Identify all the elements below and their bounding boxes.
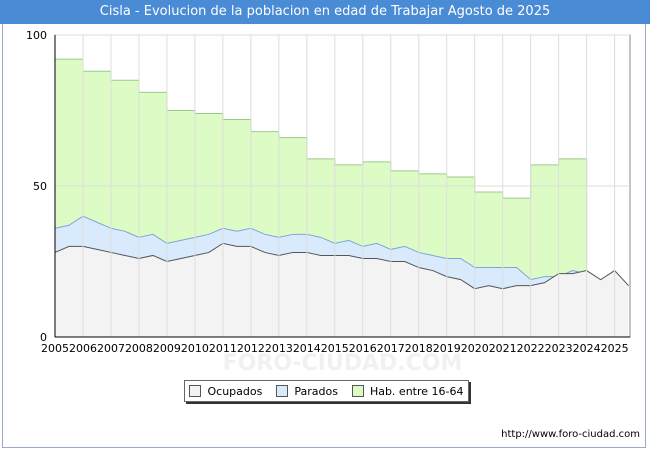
x-tick-label: 2022: [517, 342, 545, 355]
source-url: http://www.foro-ciudad.com: [501, 429, 640, 440]
legend-label-parados: Parados: [294, 384, 338, 398]
legend-swatch-ocupados: [189, 385, 202, 397]
legend-swatch-parados: [276, 385, 289, 397]
x-tick-label: 2023: [545, 342, 573, 355]
chart-frame: [2, 24, 646, 448]
watermark: FORO-CIUDAD.COM: [223, 351, 463, 376]
legend-item-parados: Parados: [276, 385, 338, 398]
x-tick-label: 2012: [237, 342, 265, 355]
legend-label-ocupados: Ocupados: [207, 384, 263, 398]
x-tick-label: 2005: [41, 342, 69, 355]
x-tick-label: 2015: [321, 342, 349, 355]
y-tick-label: 100: [26, 29, 47, 42]
x-tick-label: 2020: [461, 342, 489, 355]
x-tick-label: 2010: [181, 342, 209, 355]
series-line-1: [54, 215, 587, 281]
x-tick-label: 2016: [349, 342, 377, 355]
x-tick-label: 2024: [573, 342, 601, 355]
x-tick-label: 2017: [377, 342, 405, 355]
x-tick-label: 2008: [125, 342, 153, 355]
chart-title: Cisla - Evolucion de la poblacion en eda…: [0, 0, 650, 24]
x-tick-label: 2018: [405, 342, 433, 355]
series-line-2: [54, 242, 629, 290]
x-tick-label: 2013: [265, 342, 293, 355]
legend-swatch-hab: [351, 385, 364, 397]
x-tick-label: 2014: [293, 342, 321, 355]
legend-item-hab: Hab. entre 16-64: [351, 384, 464, 398]
legend-label-hab: Hab. entre 16-64: [369, 384, 464, 398]
x-tick-label: 2025: [601, 342, 629, 355]
legend: Ocupados Parados Hab. entre 16-64: [184, 380, 469, 402]
series-area-2: [55, 243, 629, 337]
x-tick-label: 2007: [97, 342, 125, 355]
x-tick-label: 2019: [433, 342, 461, 355]
x-tick-label: 2011: [209, 342, 237, 355]
legend-item-ocupados: Ocupados: [189, 385, 262, 398]
x-tick-label: 2006: [69, 342, 97, 355]
y-tick-label: 50: [33, 180, 47, 193]
y-tick-label: 0: [40, 331, 47, 344]
x-tick-label: 2021: [489, 342, 517, 355]
x-tick-label: 2009: [153, 342, 181, 355]
